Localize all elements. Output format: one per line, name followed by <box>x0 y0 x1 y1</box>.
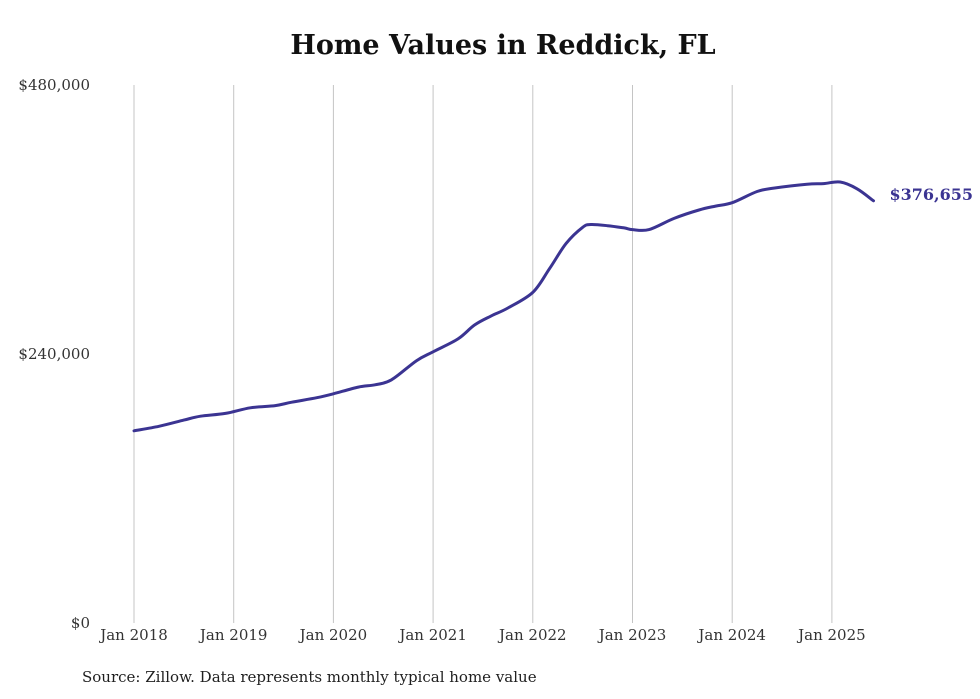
y-tick-label: $0 <box>71 614 90 632</box>
x-axis-labels: Jan 2018 Jan 2019 Jan 2020 Jan 2021 Jan 2022… <box>98 626 865 644</box>
end-value-label: $376,655 <box>889 185 973 204</box>
y-axis-labels: $0 $240,000 $480,000 <box>18 76 90 632</box>
x-tick-label: Jan 2022 <box>497 626 567 644</box>
grid-lines <box>133 85 833 623</box>
x-tick-label: Jan 2024 <box>696 626 766 644</box>
source-note: Source: Zillow. Data represents monthly … <box>82 668 537 686</box>
x-tick-label: Jan 2018 <box>98 626 168 644</box>
chart-title: Home Values in Reddick, FL <box>290 30 716 61</box>
y-tick-label: $480,000 <box>18 76 90 94</box>
x-tick-label: Jan 2019 <box>198 626 268 644</box>
x-tick-label: Jan 2020 <box>298 626 368 644</box>
x-tick-label: Jan 2023 <box>597 626 667 644</box>
y-tick-label: $240,000 <box>18 345 90 363</box>
x-tick-label: Jan 2025 <box>796 626 866 644</box>
x-tick-label: Jan 2021 <box>397 626 467 644</box>
series-line-home-value <box>132 180 875 433</box>
